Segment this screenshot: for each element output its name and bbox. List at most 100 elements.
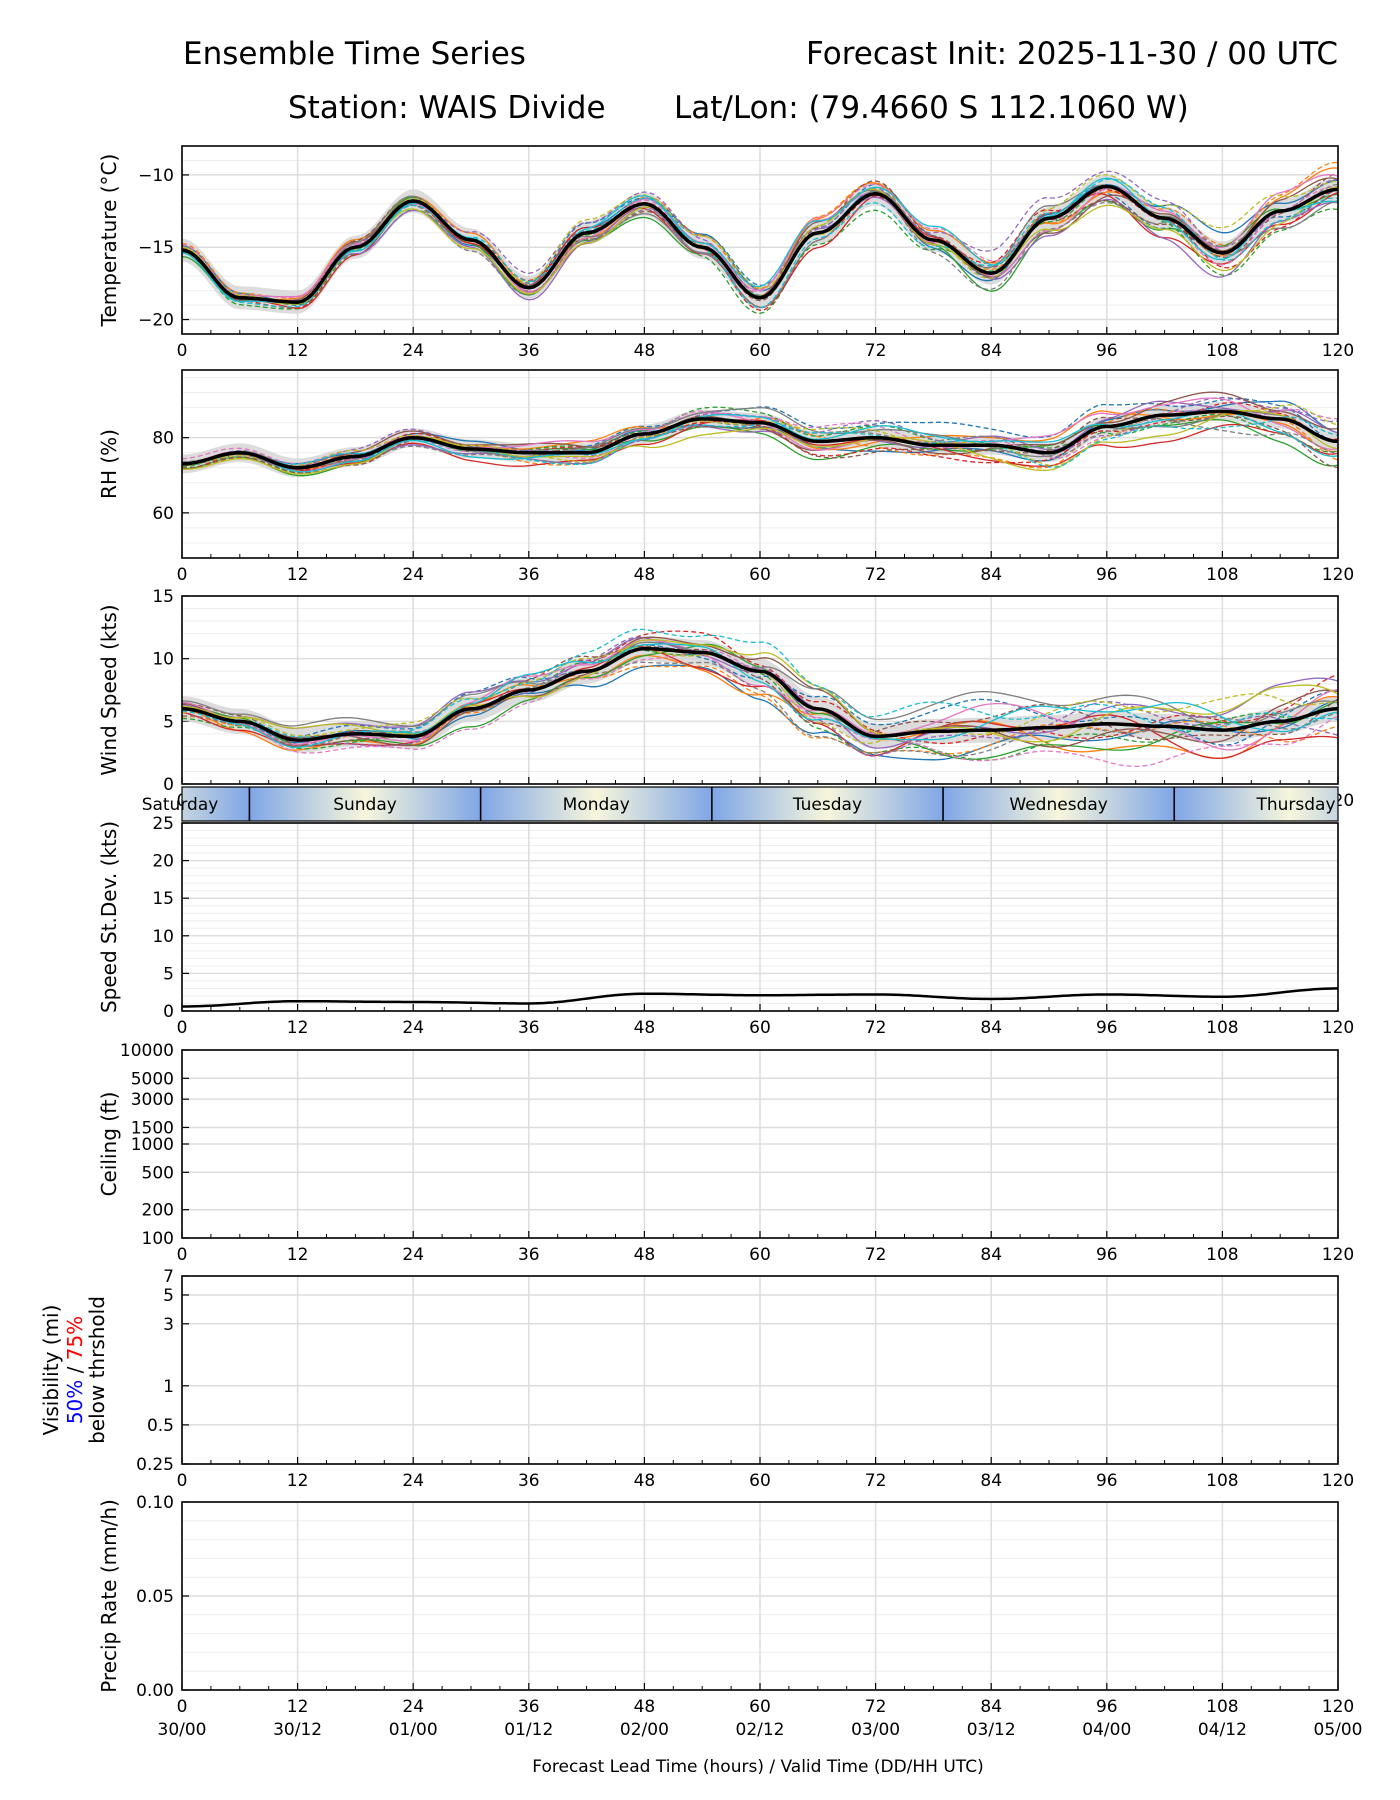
x-tick-label: 12 bbox=[287, 565, 309, 585]
x-tick-label: 0 bbox=[177, 341, 188, 361]
x-axis-label: Forecast Lead Time (hours) / Valid Time … bbox=[532, 1757, 983, 1777]
ensemble-mean-line bbox=[182, 409, 1338, 470]
x-tick-label: 48 bbox=[634, 1697, 656, 1717]
x-tick-label: 72 bbox=[865, 1245, 887, 1265]
member-line bbox=[182, 661, 1338, 757]
x-tick-label: 72 bbox=[865, 565, 887, 585]
y-tick-label: 15 bbox=[152, 889, 174, 909]
valid-time-label: 01/00 bbox=[389, 1720, 438, 1740]
x-tick-label: 96 bbox=[1096, 1245, 1118, 1265]
ensemble-mean-line bbox=[182, 184, 1338, 304]
x-tick-label: 24 bbox=[402, 565, 424, 585]
valid-time-label: 02/12 bbox=[736, 1720, 785, 1740]
member-line bbox=[182, 409, 1338, 475]
y-tick-label: 0.05 bbox=[136, 1587, 174, 1607]
spread-band bbox=[182, 636, 1338, 753]
x-tick-label: 60 bbox=[749, 1018, 771, 1038]
pct50-label: 50% bbox=[63, 1380, 87, 1424]
panel-temp: −20 −15 −10 0 12 24 36 48 60 72 84 96 108 120 Temperat… bbox=[97, 145, 1354, 361]
member-line bbox=[182, 644, 1338, 746]
x-tick-label: 0 bbox=[177, 1697, 188, 1717]
y-tick-label: 10000 bbox=[120, 1041, 174, 1061]
y-axis-label: Wind Speed (kts) bbox=[97, 604, 121, 775]
y-axis-label-threshold: below thrshold bbox=[85, 1296, 109, 1444]
y-tick-label: 3 bbox=[163, 1315, 174, 1335]
y-axis-label: Temperature (°C) bbox=[97, 154, 121, 328]
panels-group: −20−15−100 12 24 36 48 60 72 84 96 108 120Temperat… bbox=[39, 145, 1363, 1740]
day-segment bbox=[480, 787, 712, 821]
y-tick-label: 100 bbox=[142, 1229, 174, 1249]
x-tick-label: 72 bbox=[865, 1018, 887, 1038]
x-tick-label: 120 bbox=[1322, 341, 1354, 361]
y-tick-label: 0.5 bbox=[147, 1416, 174, 1436]
x-tick-label: 12 bbox=[287, 1018, 309, 1038]
day-label: Thursday bbox=[1255, 795, 1335, 815]
y-tick-label: 0 bbox=[163, 775, 174, 795]
y-tick-label: −15 bbox=[138, 238, 174, 258]
day-label: Tuesday bbox=[792, 795, 862, 815]
x-tick-label: 84 bbox=[980, 1018, 1002, 1038]
x-tick-label: 0 bbox=[177, 565, 188, 585]
day-label: Sunday bbox=[333, 795, 397, 815]
y-axis-label: Speed St.Dev. (kts) bbox=[97, 821, 121, 1013]
x-tick-label: 84 bbox=[980, 1245, 1002, 1265]
panel-sdev: 0 5 10 15 20 25 0 12 24 36 48 60 72 84 96 108 120 Speed S… bbox=[97, 814, 1354, 1038]
y-tick-label: −20 bbox=[138, 311, 174, 331]
y-tick-label: 1000 bbox=[131, 1135, 174, 1155]
x-tick-label: 36 bbox=[518, 341, 540, 361]
member-line bbox=[182, 643, 1338, 748]
x-tick-label: 36 bbox=[518, 1245, 540, 1265]
y-tick-label: 15 bbox=[152, 587, 174, 607]
y-tick-label: 7 bbox=[163, 1267, 174, 1287]
y-tick-label: 5 bbox=[163, 1286, 174, 1306]
day-segment bbox=[1174, 787, 1338, 821]
member-line bbox=[182, 177, 1338, 304]
chart-title: Ensemble Time Series bbox=[183, 36, 526, 72]
day-segment bbox=[943, 787, 1175, 821]
data-layer bbox=[182, 628, 1338, 768]
y-tick-label: 10 bbox=[152, 650, 174, 670]
x-tick-label: 120 bbox=[1322, 1018, 1354, 1038]
x-tick-label: 36 bbox=[518, 1471, 540, 1491]
y-tick-label: 500 bbox=[142, 1163, 174, 1183]
day-label: Saturday bbox=[142, 795, 219, 815]
member-line bbox=[182, 649, 1338, 761]
x-tick-label: 24 bbox=[402, 1018, 424, 1038]
x-tick-label: 108 bbox=[1206, 565, 1238, 585]
y-tick-label: 5000 bbox=[131, 1069, 174, 1089]
member-line bbox=[182, 172, 1338, 303]
day-bar-frame bbox=[181, 786, 1339, 822]
x-tick-label: 84 bbox=[980, 565, 1002, 585]
y-tick-label: 10 bbox=[152, 927, 174, 947]
day-label: Monday bbox=[563, 795, 630, 815]
y-tick-label: 3000 bbox=[131, 1090, 174, 1110]
member-line bbox=[182, 410, 1338, 473]
y-tick-label: 80 bbox=[152, 429, 174, 449]
y-tick-label: 1 bbox=[163, 1377, 174, 1397]
data-layer bbox=[182, 987, 1338, 1008]
valid-time-label: 30/12 bbox=[273, 1720, 322, 1740]
valid-time-label: 04/12 bbox=[1198, 1720, 1247, 1740]
pct75-label: 75% bbox=[63, 1316, 87, 1360]
y-tick-label: 60 bbox=[152, 504, 174, 524]
forecast-init: Forecast Init: 2025-11-30 / 00 UTC bbox=[806, 36, 1338, 72]
y-tick-label: −10 bbox=[138, 166, 174, 186]
valid-time-label: 30/00 bbox=[158, 1720, 207, 1740]
y-axis-label-percent: 50% / 75% bbox=[63, 1316, 87, 1424]
x-tick-label: 0 bbox=[177, 1018, 188, 1038]
panel-precip: 0.00 0.05 0.10 0 30/00 12 30/12 24 01/00 36 01/12 4… bbox=[97, 1493, 1363, 1740]
day-label: Wednesday bbox=[1009, 795, 1107, 815]
y-tick-label: 0.25 bbox=[136, 1455, 174, 1475]
y-axis-label: RH (%) bbox=[97, 429, 121, 499]
x-tick-label: 60 bbox=[749, 341, 771, 361]
x-tick-label: 12 bbox=[287, 1245, 309, 1265]
x-tick-label: 120 bbox=[1322, 565, 1354, 585]
panel-vis: 0.25 0.5 1 3 57 0 12 24 36 48 60 72 84 96 108 120 Visibi… bbox=[39, 1267, 1354, 1491]
valid-time-label: 01/12 bbox=[504, 1720, 553, 1740]
x-tick-label: 96 bbox=[1096, 1697, 1118, 1717]
y-axis-label: Ceiling (ft) bbox=[97, 1092, 121, 1197]
y-tick-label: 0.10 bbox=[136, 1493, 174, 1513]
x-tick-label: 108 bbox=[1206, 1471, 1238, 1491]
y-axis-label: Precip Rate (mm/h) bbox=[97, 1499, 121, 1693]
